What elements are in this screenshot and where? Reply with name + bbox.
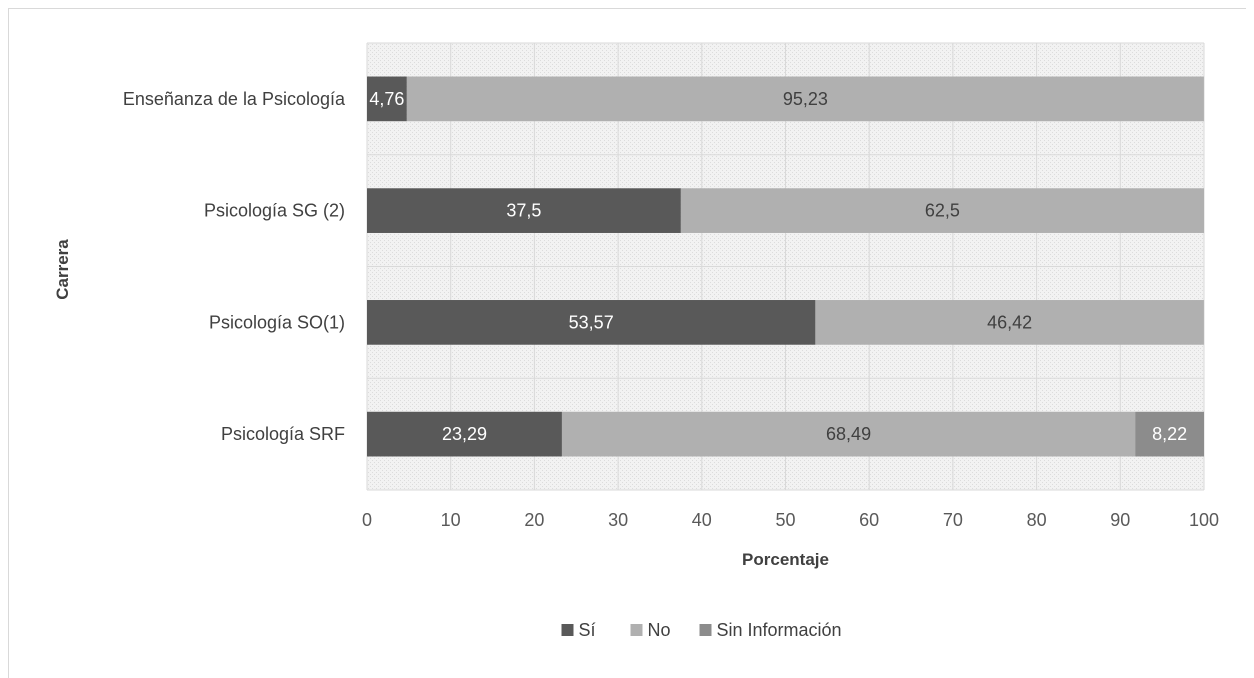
x-tick-label: 80 (1027, 510, 1047, 530)
data-label: 68,49 (826, 424, 871, 444)
x-tick-label: 40 (692, 510, 712, 530)
data-label: 46,42 (987, 312, 1032, 332)
data-label: 95,23 (783, 89, 828, 109)
bar-segment (367, 300, 816, 345)
x-tick-label: 20 (524, 510, 544, 530)
legend-swatch (561, 624, 574, 636)
x-tick-label: 50 (775, 510, 795, 530)
x-tick-label: 90 (1110, 510, 1130, 530)
data-label: 8,22 (1152, 424, 1187, 444)
data-label: 53,57 (569, 312, 614, 332)
category-label: Psicología SO(1) (209, 312, 345, 332)
legend-label: Sí (579, 620, 596, 640)
x-tick-label: 30 (608, 510, 628, 530)
x-tick-label: 60 (859, 510, 879, 530)
legend-label: No (648, 620, 671, 640)
category-label: Enseñanza de la Psicología (123, 89, 346, 109)
data-label: 23,29 (442, 424, 487, 444)
data-label: 62,5 (925, 201, 960, 221)
bar-segment (1135, 411, 1204, 457)
legend-swatch (699, 624, 712, 636)
x-tick-label: 0 (362, 510, 372, 530)
category-label: Psicología SRF (221, 424, 345, 444)
bar-segment (815, 300, 1204, 345)
bar-segment (367, 76, 407, 122)
bar-segment (561, 411, 1136, 457)
bar-segment (367, 411, 562, 457)
bar-segment (367, 188, 681, 233)
legend-swatch (630, 624, 643, 636)
x-axis-title: Porcentaje (742, 550, 829, 569)
legend-label: Sin Información (717, 620, 842, 640)
data-label: 37,5 (506, 201, 541, 221)
x-tick-label: 70 (943, 510, 963, 530)
chart-frame (8, 8, 1246, 678)
category-label: Psicología SG (2) (204, 201, 345, 221)
y-axis-title: Carrera (53, 239, 72, 300)
bar-segment (406, 76, 1204, 122)
data-label: 4,76 (369, 89, 404, 109)
x-tick-label: 10 (441, 510, 461, 530)
bar-segment (680, 188, 1204, 233)
x-tick-label: 100 (1189, 510, 1219, 530)
